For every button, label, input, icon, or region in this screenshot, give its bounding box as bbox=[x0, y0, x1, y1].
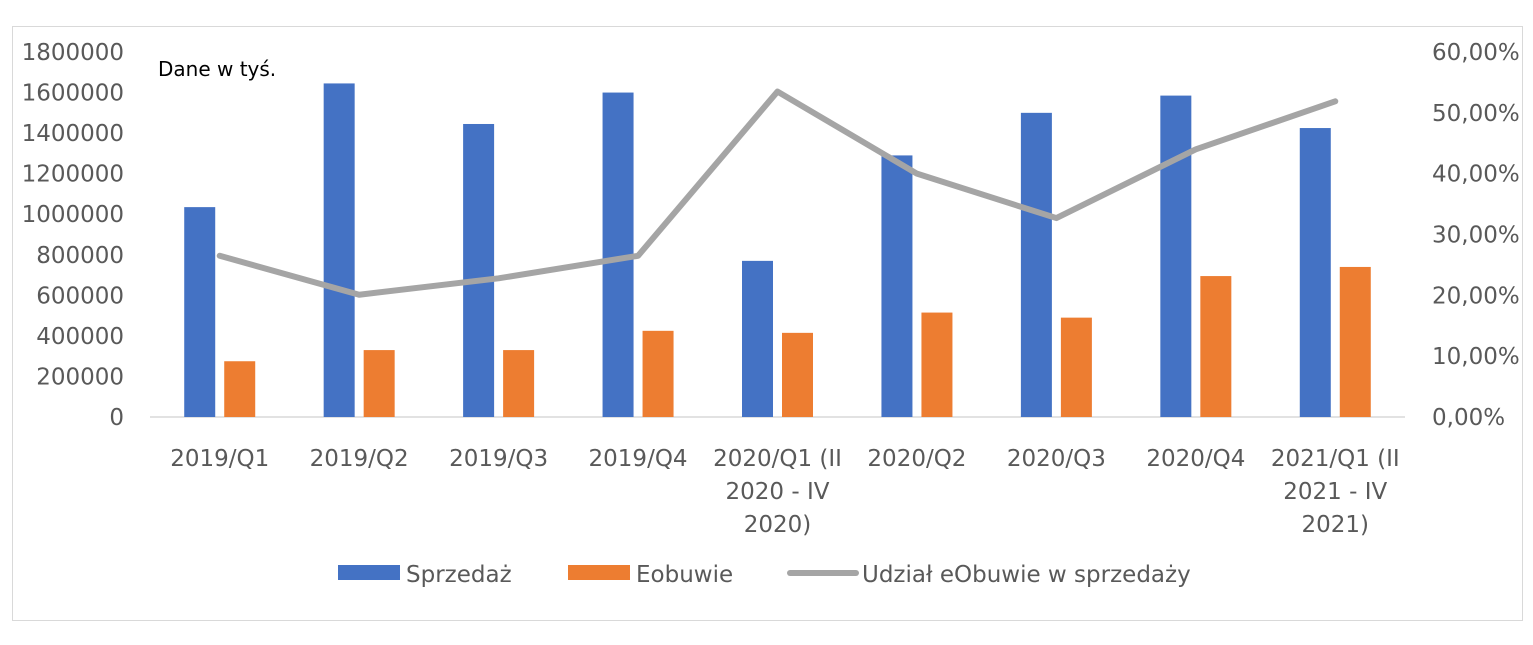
bar-eobuwie bbox=[921, 312, 953, 417]
x-category-label: 2019/Q4 bbox=[589, 446, 688, 472]
x-category-label: 2020/Q1 (II bbox=[713, 446, 842, 472]
bar-eobuwie bbox=[1060, 317, 1092, 417]
legend-label: Eobuwie bbox=[636, 562, 733, 588]
bar-eobuwie bbox=[1200, 276, 1232, 417]
x-category-label: 2020/Q3 bbox=[1007, 446, 1106, 472]
y-left-tick-label: 1600000 bbox=[22, 81, 124, 107]
y-right-tick-label: 30,00% bbox=[1432, 223, 1520, 249]
bar-eobuwie bbox=[224, 361, 256, 417]
x-category-label: 2020 - IV bbox=[726, 479, 830, 505]
bar-sprzedaz bbox=[1020, 112, 1052, 417]
chart-annotation: Dane w tyś. bbox=[158, 57, 276, 81]
x-category-label: 2021/Q1 (II bbox=[1271, 446, 1400, 472]
x-category-label: 2019/Q3 bbox=[449, 446, 548, 472]
bar-eobuwie bbox=[363, 350, 395, 417]
y-right-tick-label: 40,00% bbox=[1432, 162, 1520, 188]
y-left-tick-label: 400000 bbox=[36, 324, 124, 350]
y-left-tick-label: 600000 bbox=[36, 283, 124, 309]
bar-eobuwie bbox=[1339, 266, 1371, 417]
x-category-label: 2020) bbox=[744, 512, 812, 538]
x-category-label: 2021) bbox=[1302, 512, 1370, 538]
bar-eobuwie bbox=[503, 350, 535, 417]
y-left-tick-label: 1200000 bbox=[22, 162, 124, 188]
x-category-label: 2020/Q4 bbox=[1146, 446, 1245, 472]
x-category-label: 2021 - IV bbox=[1283, 479, 1387, 505]
bar-sprzedaz bbox=[1299, 128, 1331, 417]
y-right-tick-label: 20,00% bbox=[1432, 283, 1520, 309]
legend-label: Udział eObuwie w sprzedaży bbox=[862, 562, 1191, 588]
bar-sprzedaz bbox=[184, 207, 216, 417]
y-left-tick-label: 1800000 bbox=[22, 40, 124, 66]
bar-sprzedaz bbox=[742, 260, 773, 417]
bar-sprzedaz bbox=[1160, 95, 1192, 417]
y-right-tick-label: 0,00% bbox=[1432, 405, 1505, 431]
y-left-tick-label: 800000 bbox=[36, 243, 124, 269]
y-left-tick-label: 1000000 bbox=[22, 202, 124, 228]
bar-sprzedaz bbox=[323, 83, 355, 418]
y-right-tick-label: 10,00% bbox=[1432, 344, 1520, 370]
x-category-label: 2019/Q2 bbox=[310, 446, 409, 472]
bar-eobuwie bbox=[642, 330, 674, 417]
y-left-tick-label: 1400000 bbox=[22, 121, 124, 147]
y-right-tick-label: 60,00% bbox=[1432, 40, 1520, 66]
x-category-label: 2019/Q1 bbox=[170, 446, 269, 472]
y-left-tick-label: 0 bbox=[109, 405, 124, 431]
y-right-tick-label: 50,00% bbox=[1432, 101, 1520, 127]
legend-swatch-1 bbox=[568, 565, 630, 580]
y-left-tick-label: 200000 bbox=[36, 364, 124, 390]
bar-eobuwie bbox=[782, 332, 813, 417]
bar-sprzedaz bbox=[463, 123, 495, 417]
legend-swatch-0 bbox=[338, 565, 400, 580]
bar-sprzedaz bbox=[881, 155, 913, 417]
x-category-label: 2020/Q2 bbox=[867, 446, 966, 472]
legend-label: Sprzedaż bbox=[406, 562, 512, 588]
